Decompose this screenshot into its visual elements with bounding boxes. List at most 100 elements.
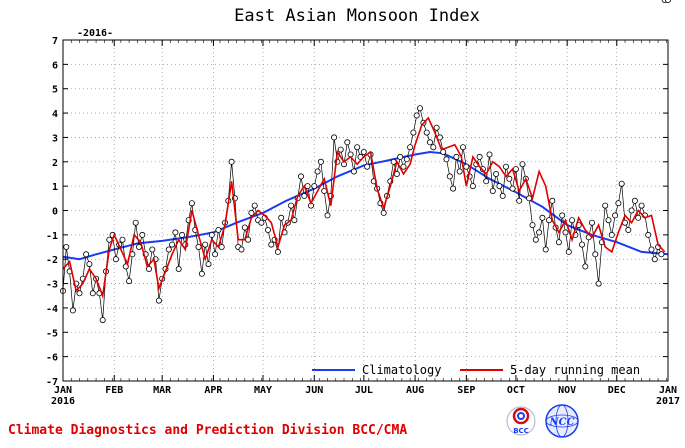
daily-point [456, 168, 463, 175]
y-tick-label: -6 [46, 353, 58, 364]
daily-point [526, 195, 533, 202]
daily-point [493, 170, 500, 177]
x-tick-label: JUL [355, 385, 373, 396]
daily-point [331, 134, 338, 141]
daily-point [390, 158, 397, 165]
daily-point [589, 219, 596, 226]
x-tick-label: APR [204, 385, 223, 396]
y-tick-label: 1 [52, 182, 58, 193]
daily-point [499, 192, 506, 199]
daily-point [562, 229, 569, 236]
daily-point [628, 207, 635, 214]
daily-point [539, 214, 546, 221]
x-tick-label: SEP [457, 385, 475, 396]
daily-point [618, 180, 625, 187]
daily-point [288, 202, 295, 209]
daily-point [238, 246, 245, 253]
y-tick-label: 2 [52, 158, 58, 169]
daily-point [208, 231, 215, 238]
y-tick-label: 6 [52, 60, 58, 71]
daily-point [665, 0, 671, 3]
daily-point [324, 212, 331, 219]
chart-subtitle: -2016- [77, 28, 113, 39]
daily-point [251, 202, 258, 209]
x-tick-label: OCT [507, 385, 525, 396]
daily-point [582, 263, 589, 270]
daily-point [291, 217, 298, 224]
daily-line [62, 107, 662, 321]
daily-point [215, 226, 222, 233]
bcc-logo: BCC [506, 406, 536, 436]
daily-point [245, 236, 252, 243]
daily-point [297, 173, 304, 180]
daily-point [625, 226, 632, 233]
daily-point [212, 251, 219, 258]
y-tick-label: -3 [46, 280, 58, 291]
daily-point [502, 163, 509, 170]
grid-lines [63, 40, 668, 381]
x-tick-label: JAN [659, 385, 677, 396]
daily-point [301, 192, 308, 199]
climatology-line [62, 150, 669, 261]
daily-point [264, 226, 271, 233]
daily-point [416, 105, 423, 112]
bcc-logo-text: BCC [513, 427, 529, 435]
daily-point [602, 202, 609, 209]
daily-point [393, 170, 400, 177]
daily-point [453, 153, 460, 160]
x-tick-label: JUN [305, 385, 323, 396]
daily-point [165, 246, 172, 253]
legend-climatology-label: Climatology [362, 363, 441, 377]
daily-point [631, 197, 638, 204]
daily-point [317, 158, 324, 165]
daily-point [172, 229, 179, 236]
x-tick-label: NOV [558, 385, 576, 396]
chart-title: East Asian Monsoon Index [234, 6, 480, 26]
daily-point [413, 112, 420, 119]
daily-point [69, 307, 76, 314]
daily-point [344, 139, 351, 146]
daily-point [195, 243, 202, 250]
daily-point [608, 231, 615, 238]
daily-series [60, 0, 671, 324]
daily-point [274, 248, 281, 255]
daily-point [99, 317, 106, 324]
daily-point [592, 251, 599, 258]
x-tick-label: AUG [406, 385, 424, 396]
daily-point [506, 175, 513, 182]
daily-point [149, 246, 156, 253]
daily-point [532, 236, 539, 243]
daily-point [119, 236, 126, 243]
x-tick-label: FEB [105, 385, 123, 396]
daily-point [354, 144, 361, 151]
daily-point [658, 251, 665, 258]
daily-point [469, 183, 476, 190]
climatology-series [62, 150, 669, 261]
x-tick-label: DEC [608, 385, 626, 396]
legend: Climatology 5-day running mean [312, 363, 640, 377]
daily-point [615, 200, 622, 207]
daily-point [360, 148, 367, 155]
daily-point [433, 124, 440, 131]
footer-division: Climate Diagnostics and Prediction Divis… [8, 423, 408, 438]
y-tick-label: -4 [46, 304, 58, 315]
daily-point [595, 280, 602, 287]
daily-point [403, 156, 410, 163]
year-label-start: 2016 [51, 396, 75, 407]
daily-point [126, 278, 133, 285]
daily-point [139, 231, 146, 238]
running-mean-series [62, 116, 666, 299]
daily-point [350, 168, 357, 175]
daily-point [178, 231, 185, 238]
y-tick-label: 5 [52, 85, 58, 96]
daily-point [536, 229, 543, 236]
daily-point [512, 166, 519, 173]
daily-point [645, 231, 652, 238]
daily-point [549, 197, 556, 204]
daily-point [516, 197, 523, 204]
daily-point [132, 219, 139, 226]
daily-point [546, 217, 553, 224]
y-tick-label: -2 [46, 255, 58, 266]
daily-point [542, 246, 549, 253]
daily-point [145, 265, 152, 272]
